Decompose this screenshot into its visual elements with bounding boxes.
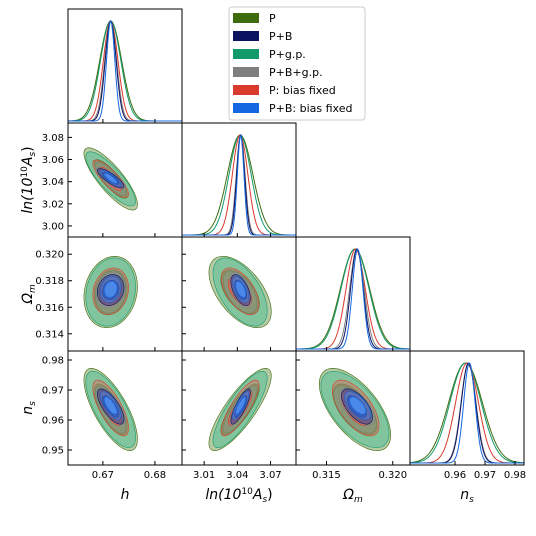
y-tick-label: 0.320 [35, 250, 64, 261]
marginal-3 [409, 350, 525, 466]
panel-3-0 [67, 350, 183, 466]
x-tick-label: 0.315 [312, 470, 341, 481]
x-tick-label: 0.96 [444, 470, 466, 481]
panel-frame [409, 350, 525, 466]
marginal-curve-p-b [410, 362, 524, 464]
contour-p-b-bias-fixed-1sigma [104, 173, 118, 184]
panel-2-0 [67, 236, 183, 352]
y-axis-label-3: ns [20, 401, 38, 415]
legend-label: P+B [269, 30, 292, 43]
x-tick-label: 0.98 [504, 470, 526, 481]
marginal-curve-p-bias-fixed [410, 362, 524, 464]
marginal-curve-p-b-bias-fixed [68, 19, 182, 122]
legend-label: P+g.p. [269, 48, 306, 61]
panel-frame [67, 8, 183, 124]
legend: P P+B P+g.p. P+B+g.p. P: bias fixed P+B: bias… [228, 6, 366, 121]
y-tick-label: 3.06 [42, 155, 64, 166]
y-tick-label: 3.00 [42, 221, 64, 232]
y-tick-label: 3.08 [42, 133, 64, 144]
marginal-curve-p-b-bias-fixed [296, 248, 410, 350]
marginal-0 [67, 8, 183, 124]
legend-label: P [269, 12, 276, 25]
y-tick-label: 0.316 [35, 303, 64, 314]
legend-label: P: bias fixed [269, 84, 336, 97]
contour-p-b-bias-fixed-1sigma [349, 396, 367, 415]
y-tick-label: 0.97 [42, 386, 64, 397]
legend-label: P+B+g.p. [269, 66, 323, 79]
legend-swatch [233, 31, 259, 41]
y-tick-label: 0.96 [42, 416, 64, 427]
y-axis-label-1: ln(1010As) [20, 146, 38, 213]
panel-frame [295, 236, 411, 352]
legend-label: P+B: bias fixed [269, 102, 352, 115]
contour-p-b-bias-fixed-1sigma [104, 280, 118, 298]
panel-1-0 [67, 122, 183, 238]
legend-swatch [233, 85, 259, 95]
x-tick-label: 3.01 [193, 470, 215, 481]
contour-p-b-bias-fixed-1sigma [235, 396, 247, 415]
y-tick-label: 0.95 [42, 446, 64, 457]
x-tick-label: 3.04 [226, 470, 248, 481]
marginal-curve-p-b-bias-fixed [410, 362, 524, 464]
x-axis-label-2: Ωm [342, 487, 363, 505]
y-tick-label: 0.98 [42, 356, 64, 367]
x-tick-label: 0.67 [92, 470, 114, 481]
legend-swatch [233, 49, 259, 59]
panel-3-1 [181, 350, 297, 466]
y-tick-label: 3.02 [42, 199, 64, 210]
legend-box [228, 6, 366, 121]
marginal-curve-p-b-bias-fixed [182, 133, 296, 236]
contour-p-b-bias-fixed-1sigma [235, 280, 247, 298]
x-axis-label-1: ln(1010As) [205, 487, 272, 505]
marginal-curve-p-g-p- [295, 248, 411, 350]
x-tick-label: 3.07 [259, 470, 281, 481]
panel-3-2 [295, 350, 411, 466]
y-tick-label: 0.318 [35, 276, 64, 287]
x-axis-label-0: h [121, 487, 130, 503]
x-axis-label-3: ns [460, 487, 474, 505]
panel-2-1 [181, 236, 297, 352]
marginal-curve-p-g-p- [409, 362, 525, 464]
y-tick-label: 0.314 [35, 329, 64, 340]
marginal-curve-p-b [296, 248, 410, 350]
x-tick-label: 0.97 [474, 470, 496, 481]
x-tick-label: 0.320 [378, 470, 407, 481]
y-tick-label: 3.04 [42, 177, 64, 188]
contour-p-b-bias-fixed-1sigma [104, 396, 118, 415]
x-tick-label: 0.68 [144, 470, 166, 481]
marginal-2 [295, 236, 411, 352]
y-axis-label-2: Ωm [20, 284, 38, 305]
marginal-curve-p-bias-fixed [68, 20, 182, 122]
marginal-1 [181, 122, 297, 238]
legend-swatch [233, 103, 259, 113]
legend-swatch [233, 13, 259, 23]
marginal-curve-p [409, 362, 525, 464]
panel-frame [181, 122, 297, 238]
marginal-curve-p-b-g-p- [410, 362, 524, 464]
legend-swatch [233, 67, 259, 77]
